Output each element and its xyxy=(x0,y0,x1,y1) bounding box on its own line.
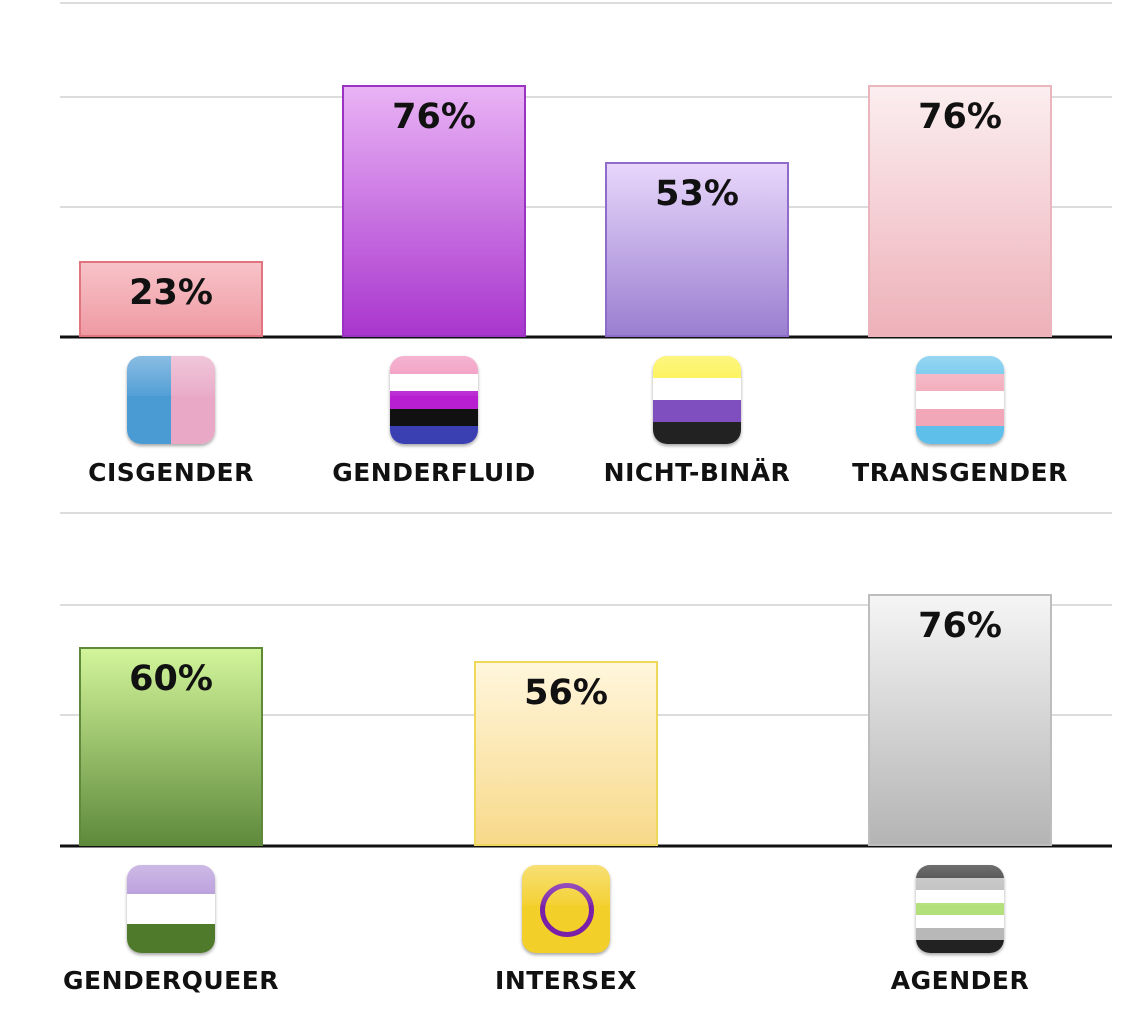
cisgender-flag-icon xyxy=(127,356,215,444)
genderqueer-flag-icon xyxy=(127,865,215,953)
bar-genderqueer: 60% xyxy=(79,647,263,846)
gender-bar-chart-bottom: 60% GENDERQUEER 56% INTERSEX 76% AGENDER xyxy=(0,510,1140,1027)
bar-intersex: 56% xyxy=(474,661,658,846)
bar-value-label: 23% xyxy=(129,273,213,313)
bar-value-label: 56% xyxy=(524,673,608,713)
bar-cisgender: 23% xyxy=(79,261,263,337)
bar-value-label: 76% xyxy=(392,97,476,137)
gender-bar-chart-top: 23% CISGENDER 76% GENDERFLUID 53% NICHT-BINÄR… xyxy=(0,0,1140,510)
bar-genderfluid: 76% xyxy=(342,85,526,337)
genderfluid-flag-icon xyxy=(390,356,478,444)
category-label: INTERSEX xyxy=(495,966,637,995)
bar-value-label: 76% xyxy=(918,606,1002,646)
intersex-flag-icon xyxy=(522,865,610,953)
bar-agender: 76% xyxy=(868,594,1052,846)
transgender-flag-icon xyxy=(916,356,1004,444)
bar-transgender: 76% xyxy=(868,85,1052,337)
category-label: GENDERQUEER xyxy=(62,966,280,995)
category-label: AGENDER xyxy=(890,966,1030,995)
bar-nicht-binär: 53% xyxy=(605,162,789,337)
agender-flag-icon xyxy=(916,865,1004,953)
category-label: TRANSGENDER xyxy=(852,458,1068,487)
category-label: NICHT-BINÄR xyxy=(603,458,791,487)
category-label: CISGENDER xyxy=(88,458,254,487)
bar-value-label: 76% xyxy=(918,97,1002,137)
category-label: GENDERFLUID xyxy=(332,458,536,487)
bar-value-label: 53% xyxy=(655,174,739,214)
nonbinary-flag-icon xyxy=(653,356,741,444)
bar-value-label: 60% xyxy=(129,659,213,699)
